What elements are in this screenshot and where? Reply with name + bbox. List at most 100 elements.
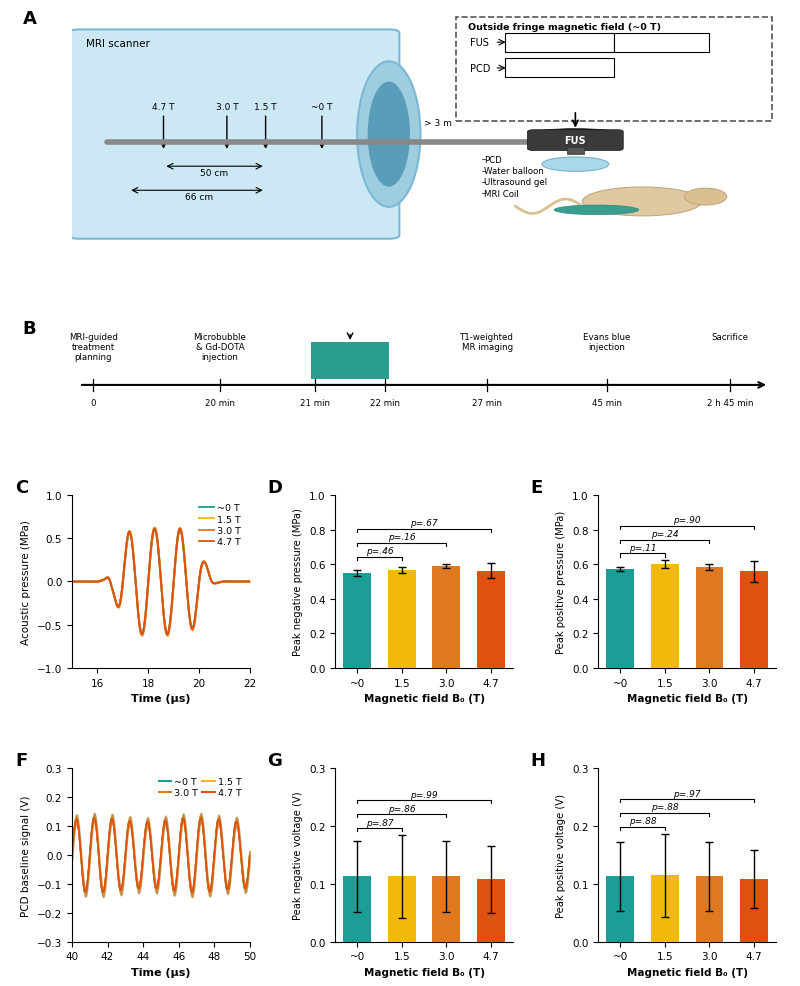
Text: E: E xyxy=(530,478,543,496)
4.7 T xyxy=(76,576,86,588)
~0 T xyxy=(240,882,250,894)
Text: p=.86: p=.86 xyxy=(388,804,415,812)
Text: 22 min: 22 min xyxy=(370,398,400,407)
3.0 T xyxy=(150,523,159,534)
Ellipse shape xyxy=(357,62,421,208)
Text: p=.88: p=.88 xyxy=(651,803,678,811)
1.5 T xyxy=(90,811,99,823)
Y-axis label: Acoustic pressure (MPa): Acoustic pressure (MPa) xyxy=(22,520,31,644)
Text: RF generator: RF generator xyxy=(534,38,586,47)
Text: 21 min: 21 min xyxy=(300,398,330,407)
Bar xyxy=(695,568,723,669)
Text: FUS: FUS xyxy=(470,38,489,48)
Text: C: C xyxy=(15,478,28,496)
3.0 T xyxy=(76,852,86,864)
Bar xyxy=(606,877,634,942)
3.0 T xyxy=(187,886,197,898)
~0 T xyxy=(162,628,172,640)
Line: 4.7 T: 4.7 T xyxy=(72,818,250,892)
Text: 66 cm: 66 cm xyxy=(185,192,213,201)
Text: 0: 0 xyxy=(90,398,96,407)
Text: FUS: FUS xyxy=(565,136,586,146)
~0 T xyxy=(207,577,217,589)
Text: A: A xyxy=(22,10,37,28)
Y-axis label: Peak positive voltage (V): Peak positive voltage (V) xyxy=(557,793,566,917)
Bar xyxy=(651,876,678,942)
4.7 T xyxy=(240,576,250,588)
Text: Sacrifice: Sacrifice xyxy=(712,332,749,341)
Text: FUS sonication
in different B₀: FUS sonication in different B₀ xyxy=(312,352,388,371)
1.5 T xyxy=(187,887,197,899)
Text: Outside fringe magnetic field (~0 T): Outside fringe magnetic field (~0 T) xyxy=(468,24,662,33)
Bar xyxy=(477,571,505,669)
Bar xyxy=(740,880,768,942)
Text: Water balloon: Water balloon xyxy=(484,167,543,176)
Ellipse shape xyxy=(533,129,618,138)
Text: D: D xyxy=(267,478,282,496)
Text: 45 min: 45 min xyxy=(592,398,622,407)
Legend: ~0 T, 1.5 T, 3.0 T, 4.7 T: ~0 T, 1.5 T, 3.0 T, 4.7 T xyxy=(196,500,245,550)
4.7 T xyxy=(207,874,217,885)
3.0 T xyxy=(67,849,77,861)
1.5 T xyxy=(149,870,158,881)
X-axis label: Magnetic field B₀ (T): Magnetic field B₀ (T) xyxy=(363,967,485,977)
~0 T xyxy=(245,849,254,861)
4.7 T xyxy=(245,576,254,588)
Bar xyxy=(388,877,415,942)
Legend: ~0 T, 3.0 T, 1.5 T, 4.7 T: ~0 T, 3.0 T, 1.5 T, 4.7 T xyxy=(155,773,245,801)
Bar xyxy=(695,877,723,942)
Text: MRI scanner: MRI scanner xyxy=(86,38,150,49)
3.0 T xyxy=(240,881,250,893)
3.0 T xyxy=(240,576,250,588)
1.5 T xyxy=(154,546,163,558)
Line: 1.5 T: 1.5 T xyxy=(72,817,250,893)
Text: ~0 T: ~0 T xyxy=(311,103,333,111)
~0 T xyxy=(150,525,159,536)
Text: 50 cm: 50 cm xyxy=(200,169,228,177)
FancyBboxPatch shape xyxy=(311,343,389,380)
1.5 T xyxy=(149,524,158,535)
3.0 T xyxy=(76,576,86,588)
1.5 T xyxy=(240,576,250,588)
1.5 T xyxy=(240,882,250,894)
3.0 T xyxy=(245,576,254,588)
Y-axis label: PCD baseline signal (V): PCD baseline signal (V) xyxy=(22,795,31,916)
4.7 T xyxy=(240,881,250,893)
Bar xyxy=(740,572,768,669)
FancyBboxPatch shape xyxy=(614,34,709,52)
Text: p=.46: p=.46 xyxy=(366,546,393,555)
~0 T xyxy=(240,576,250,588)
Ellipse shape xyxy=(368,83,410,187)
~0 T xyxy=(187,887,197,899)
4.7 T xyxy=(149,870,158,881)
Text: p=.97: p=.97 xyxy=(674,789,701,798)
X-axis label: Magnetic field B₀ (T): Magnetic field B₀ (T) xyxy=(363,693,485,704)
1.5 T xyxy=(240,882,250,894)
~0 T xyxy=(90,811,99,823)
1.5 T xyxy=(240,576,250,588)
Text: p=.11: p=.11 xyxy=(629,543,656,552)
3.0 T xyxy=(149,524,158,535)
~0 T xyxy=(240,882,250,894)
4.7 T xyxy=(150,524,159,535)
Text: PCD: PCD xyxy=(470,64,490,74)
4.7 T xyxy=(76,852,86,864)
1.5 T xyxy=(245,849,254,861)
3.0 T xyxy=(149,870,158,881)
Text: T1-weighted
MR imaging: T1-weighted MR imaging xyxy=(461,332,514,352)
Text: Picoscope: Picoscope xyxy=(539,64,579,73)
~0 T xyxy=(76,576,86,588)
FancyBboxPatch shape xyxy=(567,148,584,155)
4.7 T xyxy=(240,881,250,893)
~0 T xyxy=(67,576,77,588)
FancyBboxPatch shape xyxy=(505,34,614,52)
3.0 T xyxy=(154,875,163,886)
1.5 T xyxy=(76,852,86,864)
X-axis label: Time (μs): Time (μs) xyxy=(131,693,190,704)
4.7 T xyxy=(207,577,217,589)
Text: G: G xyxy=(267,751,282,769)
Ellipse shape xyxy=(685,189,726,206)
Bar xyxy=(477,880,505,942)
3.0 T xyxy=(207,577,217,589)
1.5 T xyxy=(154,875,163,886)
